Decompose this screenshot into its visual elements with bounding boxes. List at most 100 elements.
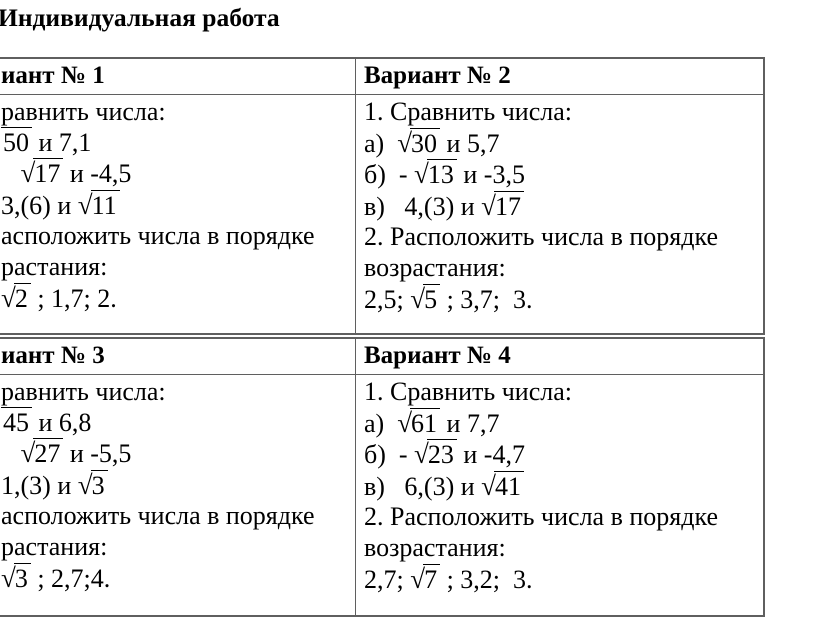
radicand: 41 [494, 470, 524, 501]
radical-sign-icon: √ [77, 189, 93, 220]
radicand: 23 [426, 439, 457, 470]
text-run: асположить числа в порядке [1, 221, 315, 251]
text-run: б) - [364, 160, 415, 190]
text-run: в) 4,(3) и [364, 191, 482, 221]
text-run: 1. Сравнить числа: [364, 377, 572, 406]
radical-sign-icon: √ [1, 282, 16, 313]
text-line: 2,7; √7 ; 3,2; 3. [364, 563, 763, 596]
text-run: 1,(3) и [1, 470, 78, 500]
sqrt-expression: √3 [1, 562, 31, 593]
text-line: 2. Расположить числа в порядке [364, 502, 763, 533]
radicand: 61 [410, 407, 441, 438]
radical-sign-icon: √ [77, 469, 93, 500]
text-run: а) [364, 128, 398, 158]
sqrt-expression: √17 [20, 158, 64, 189]
radicand: 2 [13, 282, 31, 313]
text-run: и 5,7 [440, 128, 500, 158]
text-line: 1. Сравнить числа: [364, 97, 763, 128]
text-run: 2,5; [364, 284, 411, 314]
text-line: равнить числа: [1, 97, 355, 128]
table-1-body-row: равнить числа: 50 и 7,1 √17 и -4,5 3,(6) и… [0, 95, 763, 333]
text-run: ; 3,2; 3. [440, 564, 533, 594]
sqrt-expression: √17 [481, 190, 524, 221]
radical-sign-icon: √ [410, 563, 426, 594]
radicand-clipped: 45 [1, 406, 32, 437]
text-run: растания: [1, 251, 108, 281]
text-line: √2 ; 1,7; 2. [1, 282, 355, 315]
text-line: равнить числа: [1, 377, 355, 408]
radical-sign-icon: √ [20, 158, 36, 189]
text-run: ; 3,7; 3. [440, 284, 533, 314]
sqrt-expression: √3 [77, 469, 108, 500]
sqrt-expression: √11 [77, 189, 120, 220]
text-line: растания: [1, 532, 355, 563]
text-line: 1. Сравнить числа: [364, 377, 763, 408]
sqrt-expression: √5 [410, 283, 441, 314]
radical-sign-icon: √ [414, 159, 429, 190]
sqrt-expression: √41 [481, 470, 524, 501]
text-line: 1,(3) и √3 [1, 469, 355, 502]
sqrt-expression: √13 [414, 159, 457, 190]
radicand: 13 [426, 159, 457, 190]
text-run: и -4,7 [456, 440, 525, 470]
table-2-body-row: равнить числа: 45 и 6,8 √27 и -5,5 1,(3) и… [0, 375, 763, 615]
text-line: 3,(6) и √11 [1, 189, 355, 222]
sqrt-expression: √27 [20, 438, 64, 469]
variant-4-header: Вариант № 4 [355, 339, 763, 374]
sqrt-expression: √2 [1, 282, 31, 313]
text-run: ; 1,7; 2. [30, 283, 117, 313]
radical-sign-icon: √ [397, 127, 413, 158]
sqrt-expression: √23 [414, 439, 457, 470]
text-run: равнить числа: [1, 97, 166, 126]
radicand: 3 [90, 469, 108, 500]
radicand: 27 [33, 438, 64, 469]
text-run: возрастания: [364, 252, 506, 282]
text-line: 2,5; √5 ; 3,7; 3. [364, 283, 763, 316]
radical-sign-icon: √ [397, 407, 413, 438]
radicand: 17 [33, 158, 64, 189]
text-run: а) [364, 408, 398, 438]
text-line: 45 и 6,8 [1, 406, 355, 439]
variant-4-cell: 1. Сравнить числа: а) √61 и 7,7 б) - √23 и… [355, 375, 763, 615]
text-run: 2. Расположить числа в порядке [364, 222, 718, 252]
variants-table-3-4: иант № 3 Вариант № 4 равнить числа: 45 и … [0, 337, 765, 617]
variants-table-1-2: иант № 1 Вариант № 2 равнить числа: 50 и … [0, 57, 765, 335]
text-line: возрастания: [364, 253, 763, 284]
text-line: а) √30 и 5,7 [364, 127, 763, 160]
text-run: и 7,1 [32, 127, 92, 157]
text-line: а) √61 и 7,7 [364, 407, 763, 440]
radicand: 11 [90, 189, 120, 220]
text-run: б) - [364, 440, 415, 470]
text-run: и -5,5 [63, 439, 132, 469]
radicand: 7 [423, 563, 441, 594]
text-run: и -3,5 [456, 160, 525, 190]
radical-sign-icon: √ [414, 439, 429, 470]
sqrt-expression: √30 [397, 127, 441, 158]
radical-sign-icon: √ [20, 438, 36, 469]
radical-sign-icon: √ [1, 562, 16, 593]
text-run [1, 159, 21, 188]
text-line: возрастания: [364, 533, 763, 564]
radicand: 30 [410, 127, 441, 158]
variant-3-header: иант № 3 [1, 342, 105, 369]
text-line: асположить числа в порядке [1, 501, 355, 532]
radical-sign-icon: √ [481, 190, 496, 221]
text-run: асположить числа в порядке [1, 501, 315, 531]
variant-3-cell: равнить числа: 45 и 6,8 √27 и -5,5 1,(3) и… [0, 375, 355, 615]
variant-2-cell: 1. Сравнить числа: а) √30 и 5,7 б) - √13 и… [355, 95, 763, 333]
text-line: 2. Расположить числа в порядке [364, 222, 763, 253]
radicand: 5 [423, 283, 441, 314]
text-run: равнить числа: [1, 377, 166, 406]
radicand: 3 [13, 562, 31, 593]
text-line: √27 и -5,5 [1, 438, 355, 470]
variant-2-header: Вариант № 2 [355, 59, 763, 94]
text-run: 2,7; [364, 564, 411, 594]
text-line: растания: [1, 252, 355, 283]
text-run: 1. Сравнить числа: [364, 97, 572, 126]
text-line: 50 и 7,1 [1, 126, 355, 159]
text-run: растания: [1, 531, 108, 561]
radicand: 17 [494, 190, 524, 221]
text-line: √17 и -4,5 [1, 158, 355, 190]
text-run: и -4,5 [63, 159, 132, 189]
